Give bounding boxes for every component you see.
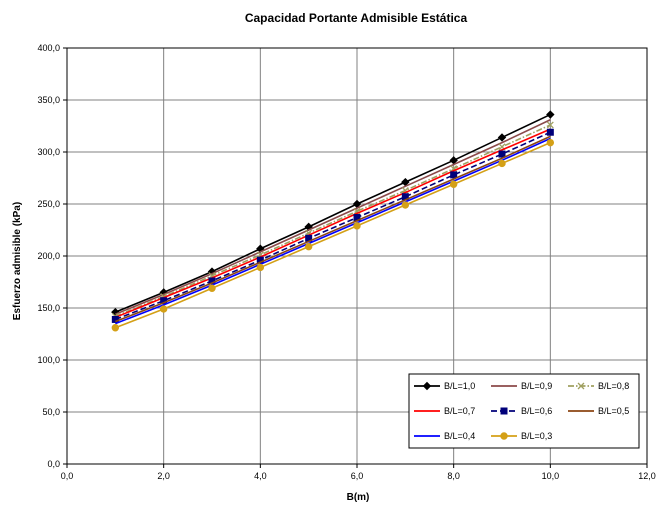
x-tick-label: 4,0 xyxy=(254,471,267,481)
legend-item: B/L=0,5 xyxy=(568,406,629,416)
data-point xyxy=(546,138,555,147)
legend-item: B/L=1,0 xyxy=(414,381,475,391)
series-1 xyxy=(115,119,551,315)
legend-label: B/L=0,3 xyxy=(521,431,552,441)
legend-label: B/L=0,6 xyxy=(521,406,552,416)
x-axis-label: B(m) xyxy=(347,492,370,503)
series-4 xyxy=(111,128,554,323)
data-point xyxy=(111,315,119,323)
y-tick-label: 150,0 xyxy=(37,303,60,313)
data-point xyxy=(304,242,313,251)
data-point xyxy=(546,110,555,119)
y-tick-label: 0,0 xyxy=(47,459,60,469)
legend-box xyxy=(408,373,640,449)
series-line xyxy=(115,141,551,329)
series-0 xyxy=(111,110,555,317)
legend: B/L=1,0 B/L=0,9 B/L=0,8 B/L=0,7 B/L=0,6 B/L=0… xyxy=(408,373,640,449)
x-tick-label: 10,0 xyxy=(542,471,560,481)
y-axis-label: Esfuerzo admisible (kPa) xyxy=(12,202,23,320)
series-6 xyxy=(115,137,551,325)
data-point xyxy=(546,128,554,136)
legend-marker xyxy=(422,381,432,391)
data-point xyxy=(498,150,506,158)
series-7 xyxy=(111,138,555,332)
y-tick-label: 100,0 xyxy=(37,355,60,365)
x-tick-label: 2,0 xyxy=(157,471,170,481)
legend-item: B/L=0,8 xyxy=(568,381,629,391)
y-tick-label: 400,0 xyxy=(37,43,60,53)
data-point xyxy=(498,159,506,168)
series-line xyxy=(115,119,551,315)
series-line xyxy=(115,131,551,321)
data-point xyxy=(497,133,507,142)
data-point xyxy=(256,263,265,272)
series-line xyxy=(115,128,551,319)
y-tick-label: 50,0 xyxy=(42,407,60,417)
legend-item: B/L=0,4 xyxy=(414,431,475,441)
legend-marker xyxy=(577,382,585,390)
series-line xyxy=(115,137,551,325)
y-tick-label: 250,0 xyxy=(37,199,60,209)
legend-label: B/L=1,0 xyxy=(444,381,475,391)
legend-label: B/L=0,5 xyxy=(598,406,629,416)
series-line xyxy=(115,124,551,318)
legend-item: B/L=0,6 xyxy=(491,406,552,416)
legend-label: B/L=0,8 xyxy=(598,381,629,391)
x-tick-label: 8,0 xyxy=(447,471,460,481)
x-axis-ticks: 0,0 2,0 4,0 6,0 8,0 10,0 12,0 xyxy=(61,464,656,481)
y-tick-label: 300,0 xyxy=(37,147,60,157)
data-point xyxy=(111,324,120,332)
legend-item: B/L=0,3 xyxy=(491,431,552,441)
x-tick-label: 12,0 xyxy=(638,471,656,481)
legend-label: B/L=0,9 xyxy=(521,381,552,391)
legend-label: B/L=0,7 xyxy=(444,406,475,416)
y-axis-ticks: 0,0 50,0 100,0 150,0 200,0 250,0 300,0 350,0 400… xyxy=(37,43,67,469)
legend-item: B/L=0,9 xyxy=(491,381,552,391)
series-line xyxy=(115,135,551,323)
data-point xyxy=(546,121,554,129)
legend-label: B/L=0,4 xyxy=(444,431,475,441)
x-tick-label: 6,0 xyxy=(351,471,364,481)
series-layer xyxy=(111,110,555,332)
legend-item: B/L=0,7 xyxy=(414,406,475,416)
legend-marker xyxy=(500,407,508,415)
series-5 xyxy=(115,135,551,323)
x-tick-label: 0,0 xyxy=(61,471,74,481)
series-line xyxy=(115,113,551,313)
data-point xyxy=(450,171,458,179)
chart-title: Capacidad Portante Admisible Estática xyxy=(245,11,468,25)
data-point xyxy=(401,201,410,209)
y-tick-label: 200,0 xyxy=(37,251,60,261)
series-3 xyxy=(115,128,551,319)
legend-marker xyxy=(500,432,508,440)
y-tick-label: 350,0 xyxy=(37,95,60,105)
data-point xyxy=(208,284,216,292)
data-point xyxy=(159,305,168,313)
data-point xyxy=(449,180,458,188)
data-point xyxy=(353,222,361,230)
